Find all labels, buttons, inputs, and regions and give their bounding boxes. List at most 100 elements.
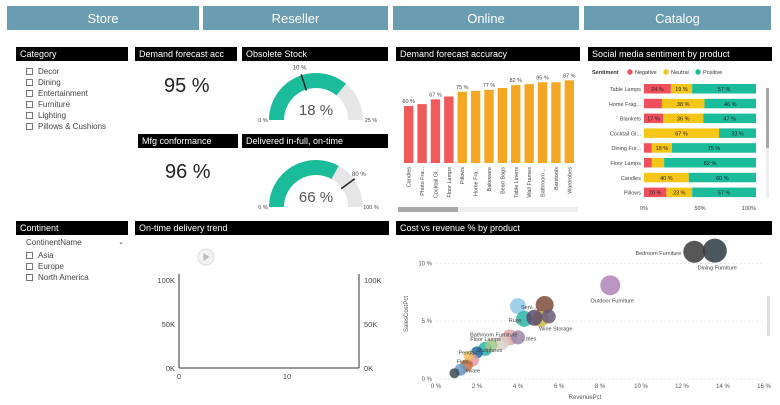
scatter-point-label: Dining Furniture: [698, 266, 737, 272]
sentiment-segment-neutral: [661, 98, 705, 109]
category-item-label: Furniture: [38, 100, 71, 109]
continent-slicer: Asia Europe North America: [26, 250, 89, 283]
sentiment-segment-positive: [719, 128, 756, 138]
delivered-gauge-target-marker: [340, 178, 356, 190]
scatter-point-label: Rugs: [509, 318, 522, 324]
segment-data-label: 60 %: [716, 176, 729, 182]
continent-item-label: Asia: [38, 251, 54, 260]
delivered-gauge-fill: [269, 160, 339, 208]
sentiment-category-label: Cocktail Gl...: [610, 131, 642, 137]
category-item[interactable]: Furniture: [26, 99, 106, 110]
segment-data-label: 57 %: [718, 87, 731, 93]
tab-online[interactable]: Online: [393, 6, 579, 30]
scatter-point: [683, 240, 706, 263]
scrollbar-track: [767, 296, 770, 336]
continent-field-header[interactable]: ContinentName ⌄: [26, 238, 124, 247]
x-tick-label: 10 %: [634, 384, 648, 390]
segment-data-label: 24 %: [651, 87, 664, 93]
legend-title: Sentiment: [592, 70, 619, 76]
x-tick-label: 2 %: [472, 384, 483, 390]
category-item[interactable]: Decor: [26, 66, 106, 77]
tab-catalog[interactable]: Catalog: [584, 6, 771, 30]
x-axis-label: RevenuePct: [569, 395, 602, 401]
bar: [511, 85, 521, 163]
segment-data-label: 46 %: [724, 102, 737, 108]
bar-data-label: 67 %: [429, 92, 442, 98]
segment-data-label: 18 %: [656, 146, 669, 152]
obsolete-stock-title: Obsolete Stock: [242, 47, 388, 61]
mfg-conformance-kpi-title: Mfg conformance: [138, 134, 238, 148]
scatter-point-label: Wine Storage: [539, 327, 572, 333]
continent-item[interactable]: Asia: [26, 250, 89, 261]
bar-data-label: 77 %: [483, 83, 496, 89]
segment-data-label: 20 %: [649, 191, 662, 197]
checkbox[interactable]: [26, 68, 33, 75]
scatter-point: [526, 309, 543, 326]
sentiment-segment-neutral: [644, 172, 689, 183]
bar-category-label: Photo Fra...: [420, 167, 426, 196]
scatter-point-label: Floor Lamps: [470, 337, 501, 343]
x-tick-label: 6 %: [554, 384, 565, 390]
sentiment-segment-positive: [692, 187, 756, 198]
category-item[interactable]: Entertainment: [26, 88, 106, 99]
y-tick-label: 0 %: [422, 377, 433, 383]
demand-forecast-kpi-value: 95 %: [164, 75, 210, 97]
scatter-point-label: Outdoor Furniture: [591, 298, 634, 304]
bar-category-label: Bean Bags: [500, 167, 506, 194]
category-item[interactable]: Lighting: [26, 110, 106, 121]
bar-category-label: Bakeware: [487, 167, 493, 191]
checkbox[interactable]: [26, 101, 33, 108]
bar: [457, 91, 467, 163]
checkbox[interactable]: [26, 274, 33, 281]
segment-data-label: 33 %: [731, 131, 744, 137]
sentiment-category-label: Blankets: [620, 117, 641, 123]
checkbox[interactable]: [26, 112, 33, 119]
scrollbar-thumb[interactable]: [398, 207, 458, 212]
sentiment-segment-negative: [644, 113, 664, 124]
sentiment-segment-negative: [644, 84, 671, 94]
category-item[interactable]: Pillows & Cushions: [26, 121, 106, 132]
scatter-point: [463, 350, 474, 361]
continent-item[interactable]: Europe: [26, 261, 89, 272]
y-axis-label: SalesCostPct: [404, 296, 410, 332]
checkbox[interactable]: [26, 79, 33, 86]
checkbox[interactable]: [26, 263, 33, 270]
checkbox[interactable]: [26, 90, 33, 97]
scatter-point-label: Serv...: [521, 305, 537, 311]
checkbox[interactable]: [26, 252, 33, 259]
bar-data-label: 87 %: [563, 73, 576, 79]
continent-item-label: North America: [38, 273, 89, 282]
scatter-point-label: Bathroom Furniture: [470, 332, 517, 338]
category-item[interactable]: Dining: [26, 77, 106, 88]
scatter-point: [485, 339, 498, 352]
sentiment-segment-neutral: [670, 84, 693, 94]
bar: [404, 106, 414, 163]
scatter-point: [510, 298, 526, 315]
category-item-label: Pillows & Cushions: [38, 122, 107, 131]
checkbox[interactable]: [26, 123, 33, 130]
chevron-down-icon[interactable]: ⌄: [118, 239, 124, 246]
segment-data-label: 75 %: [708, 146, 721, 152]
bar: [497, 87, 508, 163]
y-tick-label-right: 50K: [364, 320, 377, 329]
scatter-point: [494, 336, 509, 351]
delivered-gauge-max-label: 100 %: [363, 205, 379, 211]
category-item-label: Dining: [38, 78, 61, 87]
tab-store[interactable]: Store: [7, 6, 199, 30]
sentiment-segment-neutral: [644, 128, 720, 138]
scrollbar-thumb[interactable]: [766, 88, 769, 148]
segment-data-label: 67 %: [675, 131, 688, 137]
scatter-point: [702, 238, 727, 263]
sentiment-segment-neutral: [651, 158, 665, 168]
segment-data-label: 38 %: [677, 102, 690, 108]
scatter-point-label: ...bles: [522, 336, 537, 342]
y-tick-label-right: 0K: [364, 364, 373, 373]
sentiment-segment-positive: [672, 143, 756, 153]
bar-category-label: Wardrobes: [567, 167, 573, 194]
sentiment-category-label: Candles: [621, 176, 641, 182]
tab-reseller[interactable]: Reseller: [203, 6, 388, 30]
continent-item[interactable]: North America: [26, 272, 89, 283]
cost-revenue-title: Cost vs revenue % by product: [396, 221, 772, 235]
mfg-conformance-kpi-value: 96 %: [165, 161, 211, 183]
sentiment-segment-negative: [644, 98, 662, 109]
